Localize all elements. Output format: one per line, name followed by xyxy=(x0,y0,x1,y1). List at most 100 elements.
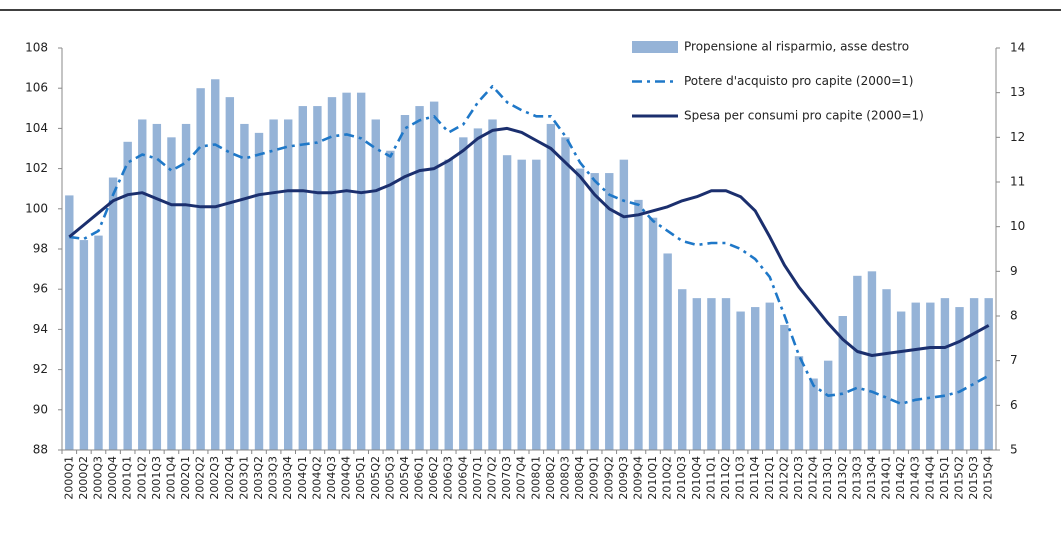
x-tick-label: 2014Q1 xyxy=(880,456,893,500)
y-tick-label: 100 xyxy=(25,201,48,215)
x-tick-label: 2000Q3 xyxy=(91,456,104,500)
x-tick-label: 2013Q2 xyxy=(836,456,849,500)
bar xyxy=(473,128,483,450)
bar xyxy=(823,360,833,450)
x-tick-label: 2000Q4 xyxy=(106,456,119,500)
x-tick-label: 2008Q2 xyxy=(544,456,557,500)
x-tick-label: 2011Q3 xyxy=(734,456,747,500)
x-tick-label: 2015Q4 xyxy=(982,456,995,500)
bar xyxy=(605,173,614,451)
x-tick-label: 2005Q3 xyxy=(383,456,396,500)
x-tick-label: 2007Q3 xyxy=(500,456,513,500)
bar xyxy=(342,92,351,451)
bar xyxy=(225,97,235,450)
x-tick-label: 2001Q4 xyxy=(164,456,177,500)
x-tick-label: 2003Q4 xyxy=(281,456,294,500)
y2-tick-label: 12 xyxy=(1010,130,1025,144)
x-tick-label: 2010Q1 xyxy=(646,456,659,500)
bar xyxy=(590,173,599,451)
x-tick-label: 2008Q3 xyxy=(558,456,571,500)
x-tick-label: 2008Q4 xyxy=(573,456,586,500)
x-tick-label: 2001Q3 xyxy=(150,456,163,500)
bar xyxy=(984,298,993,450)
bar xyxy=(955,307,964,450)
bar xyxy=(138,119,147,450)
bar xyxy=(765,302,774,450)
y-tick-label: 108 xyxy=(25,41,48,55)
x-tick-label: 2004Q2 xyxy=(310,456,323,500)
x-tick-label: 2005Q4 xyxy=(398,456,411,500)
bar xyxy=(94,235,103,450)
x-tick-label: 2002Q2 xyxy=(194,456,207,500)
x-tick-label: 2007Q2 xyxy=(486,456,499,500)
x-tick-label: 2006Q2 xyxy=(427,456,440,500)
x-tick-label: 2011Q4 xyxy=(748,456,761,500)
x-tick-label: 2005Q2 xyxy=(369,456,382,500)
x-tick-label: 2015Q2 xyxy=(953,456,966,500)
x-tick-label: 2006Q4 xyxy=(456,456,469,500)
x-tick-label: 2002Q1 xyxy=(179,456,192,500)
bar xyxy=(371,119,380,450)
bar xyxy=(546,123,556,450)
y2-tick-label: 14 xyxy=(1010,41,1025,55)
bar xyxy=(196,88,205,450)
bar xyxy=(167,137,176,451)
x-tick-label: 2009Q1 xyxy=(588,456,601,500)
x-tick-label: 2015Q1 xyxy=(938,456,951,500)
x-tick-label: 2013Q3 xyxy=(850,456,863,500)
bar xyxy=(678,289,687,450)
x-tick-label: 2012Q4 xyxy=(807,456,820,500)
bar xyxy=(79,240,89,450)
bar xyxy=(502,155,512,450)
bar xyxy=(284,119,293,450)
bar xyxy=(459,137,468,451)
bar xyxy=(415,106,424,451)
bar xyxy=(65,195,74,450)
y2-tick-label: 10 xyxy=(1010,219,1025,233)
y-tick-label: 92 xyxy=(33,362,48,376)
bar xyxy=(780,324,789,450)
bar xyxy=(444,159,453,450)
x-tick-label: 2011Q1 xyxy=(704,456,717,500)
bar xyxy=(532,159,541,450)
y2-tick-label: 7 xyxy=(1010,353,1018,367)
x-tick-label: 2007Q4 xyxy=(515,456,528,500)
x-tick-label: 2004Q3 xyxy=(325,456,338,500)
legend-swatch xyxy=(632,41,678,53)
bar xyxy=(853,275,862,450)
y-tick-label: 90 xyxy=(33,402,48,416)
x-tick-label: 2011Q2 xyxy=(719,456,732,500)
y-tick-label: 88 xyxy=(33,443,48,457)
x-tick-label: 2006Q1 xyxy=(413,456,426,500)
bar xyxy=(736,311,745,450)
bar xyxy=(488,119,497,450)
x-tick-label: 2009Q3 xyxy=(617,456,630,500)
bar xyxy=(211,79,220,451)
x-tick-label: 2012Q1 xyxy=(763,456,776,500)
bar xyxy=(911,302,920,450)
bar xyxy=(940,298,950,450)
line-series xyxy=(68,126,990,357)
bar xyxy=(721,298,731,450)
bar xyxy=(809,378,818,450)
x-tick-label: 2014Q3 xyxy=(909,456,922,500)
y2-tick-label: 5 xyxy=(1010,443,1018,457)
x-tick-label: 2007Q1 xyxy=(471,456,484,500)
x-tick-label: 2008Q1 xyxy=(529,456,542,500)
x-tick-label: 2006Q3 xyxy=(442,456,455,500)
x-tick-label: 2010Q4 xyxy=(690,456,703,500)
bar xyxy=(692,298,702,450)
x-tick-label: 2000Q2 xyxy=(77,456,90,500)
x-tick-label: 2000Q1 xyxy=(62,456,75,500)
legend-label: Spesa per consumi pro capite (2000=1) xyxy=(684,109,924,123)
x-tick-label: 2003Q3 xyxy=(267,456,280,500)
y2-tick-label: 6 xyxy=(1010,398,1018,412)
bar xyxy=(867,271,877,450)
x-tick-label: 2004Q4 xyxy=(340,456,353,500)
bar xyxy=(882,289,891,450)
bar xyxy=(313,106,322,451)
x-tick-label: 2013Q4 xyxy=(865,456,878,500)
x-tick-label: 2005Q1 xyxy=(354,456,367,500)
bar xyxy=(400,115,410,450)
